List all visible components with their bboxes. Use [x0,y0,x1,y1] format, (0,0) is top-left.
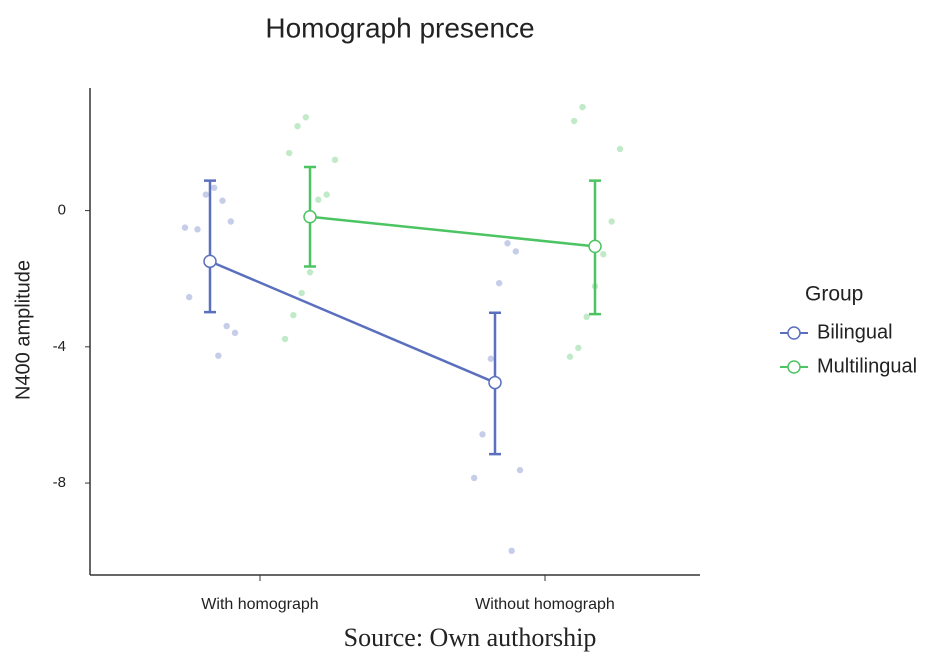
raw-point [185,293,193,301]
raw-point [600,250,607,258]
raw-point [323,191,330,198]
y-tick-label: 0 [58,202,66,219]
legend-title: Group [805,283,863,306]
raw-point [570,117,578,125]
raw-point [579,103,586,111]
raw-point [219,197,226,204]
raw-point [504,240,511,247]
raw-point [583,313,590,321]
raw-point [331,156,339,164]
series-line [209,260,496,384]
raw-point [512,248,520,255]
legend-label: Bilingual [817,321,893,343]
mean-point [588,239,602,254]
raw-point [294,122,301,130]
y-tick-label: -8 [53,474,66,491]
raw-point [487,355,495,362]
raw-point [575,344,582,352]
raw-point [302,114,310,121]
raw-point [281,335,289,343]
raw-point [315,196,322,203]
chart-title: Homograph presence [265,12,534,43]
mean-point [488,375,502,390]
raw-point [290,311,297,319]
caption: Source: Own authorship [344,623,597,652]
raw-point [516,466,524,474]
raw-point [616,145,624,153]
raw-point [608,218,615,225]
raw-point [227,218,235,225]
mean-point [303,209,317,224]
x-tick-label: With homograph [201,596,318,613]
raw-point [508,547,515,555]
raw-point [194,226,201,233]
raw-point [210,184,218,191]
mean-point [203,254,217,269]
raw-point [479,431,486,438]
series-line [309,215,596,248]
legend-marker [787,360,801,374]
raw-point [470,474,478,482]
y-axis-label: N400 amplitude [12,260,34,400]
raw-point [181,224,189,231]
error-bar [204,179,216,314]
raw-point [306,269,314,276]
x-tick-label: Without homograph [475,596,615,613]
raw-point [215,352,222,359]
raw-point [298,289,305,297]
y-tick-label: -4 [53,338,66,355]
legend-label: Multilingual [817,355,917,377]
raw-point [202,191,210,198]
raw-point [231,329,239,337]
raw-point [566,353,574,360]
legend-marker [787,326,801,340]
raw-point [285,149,293,157]
raw-point [223,322,230,330]
raw-point [495,279,503,287]
